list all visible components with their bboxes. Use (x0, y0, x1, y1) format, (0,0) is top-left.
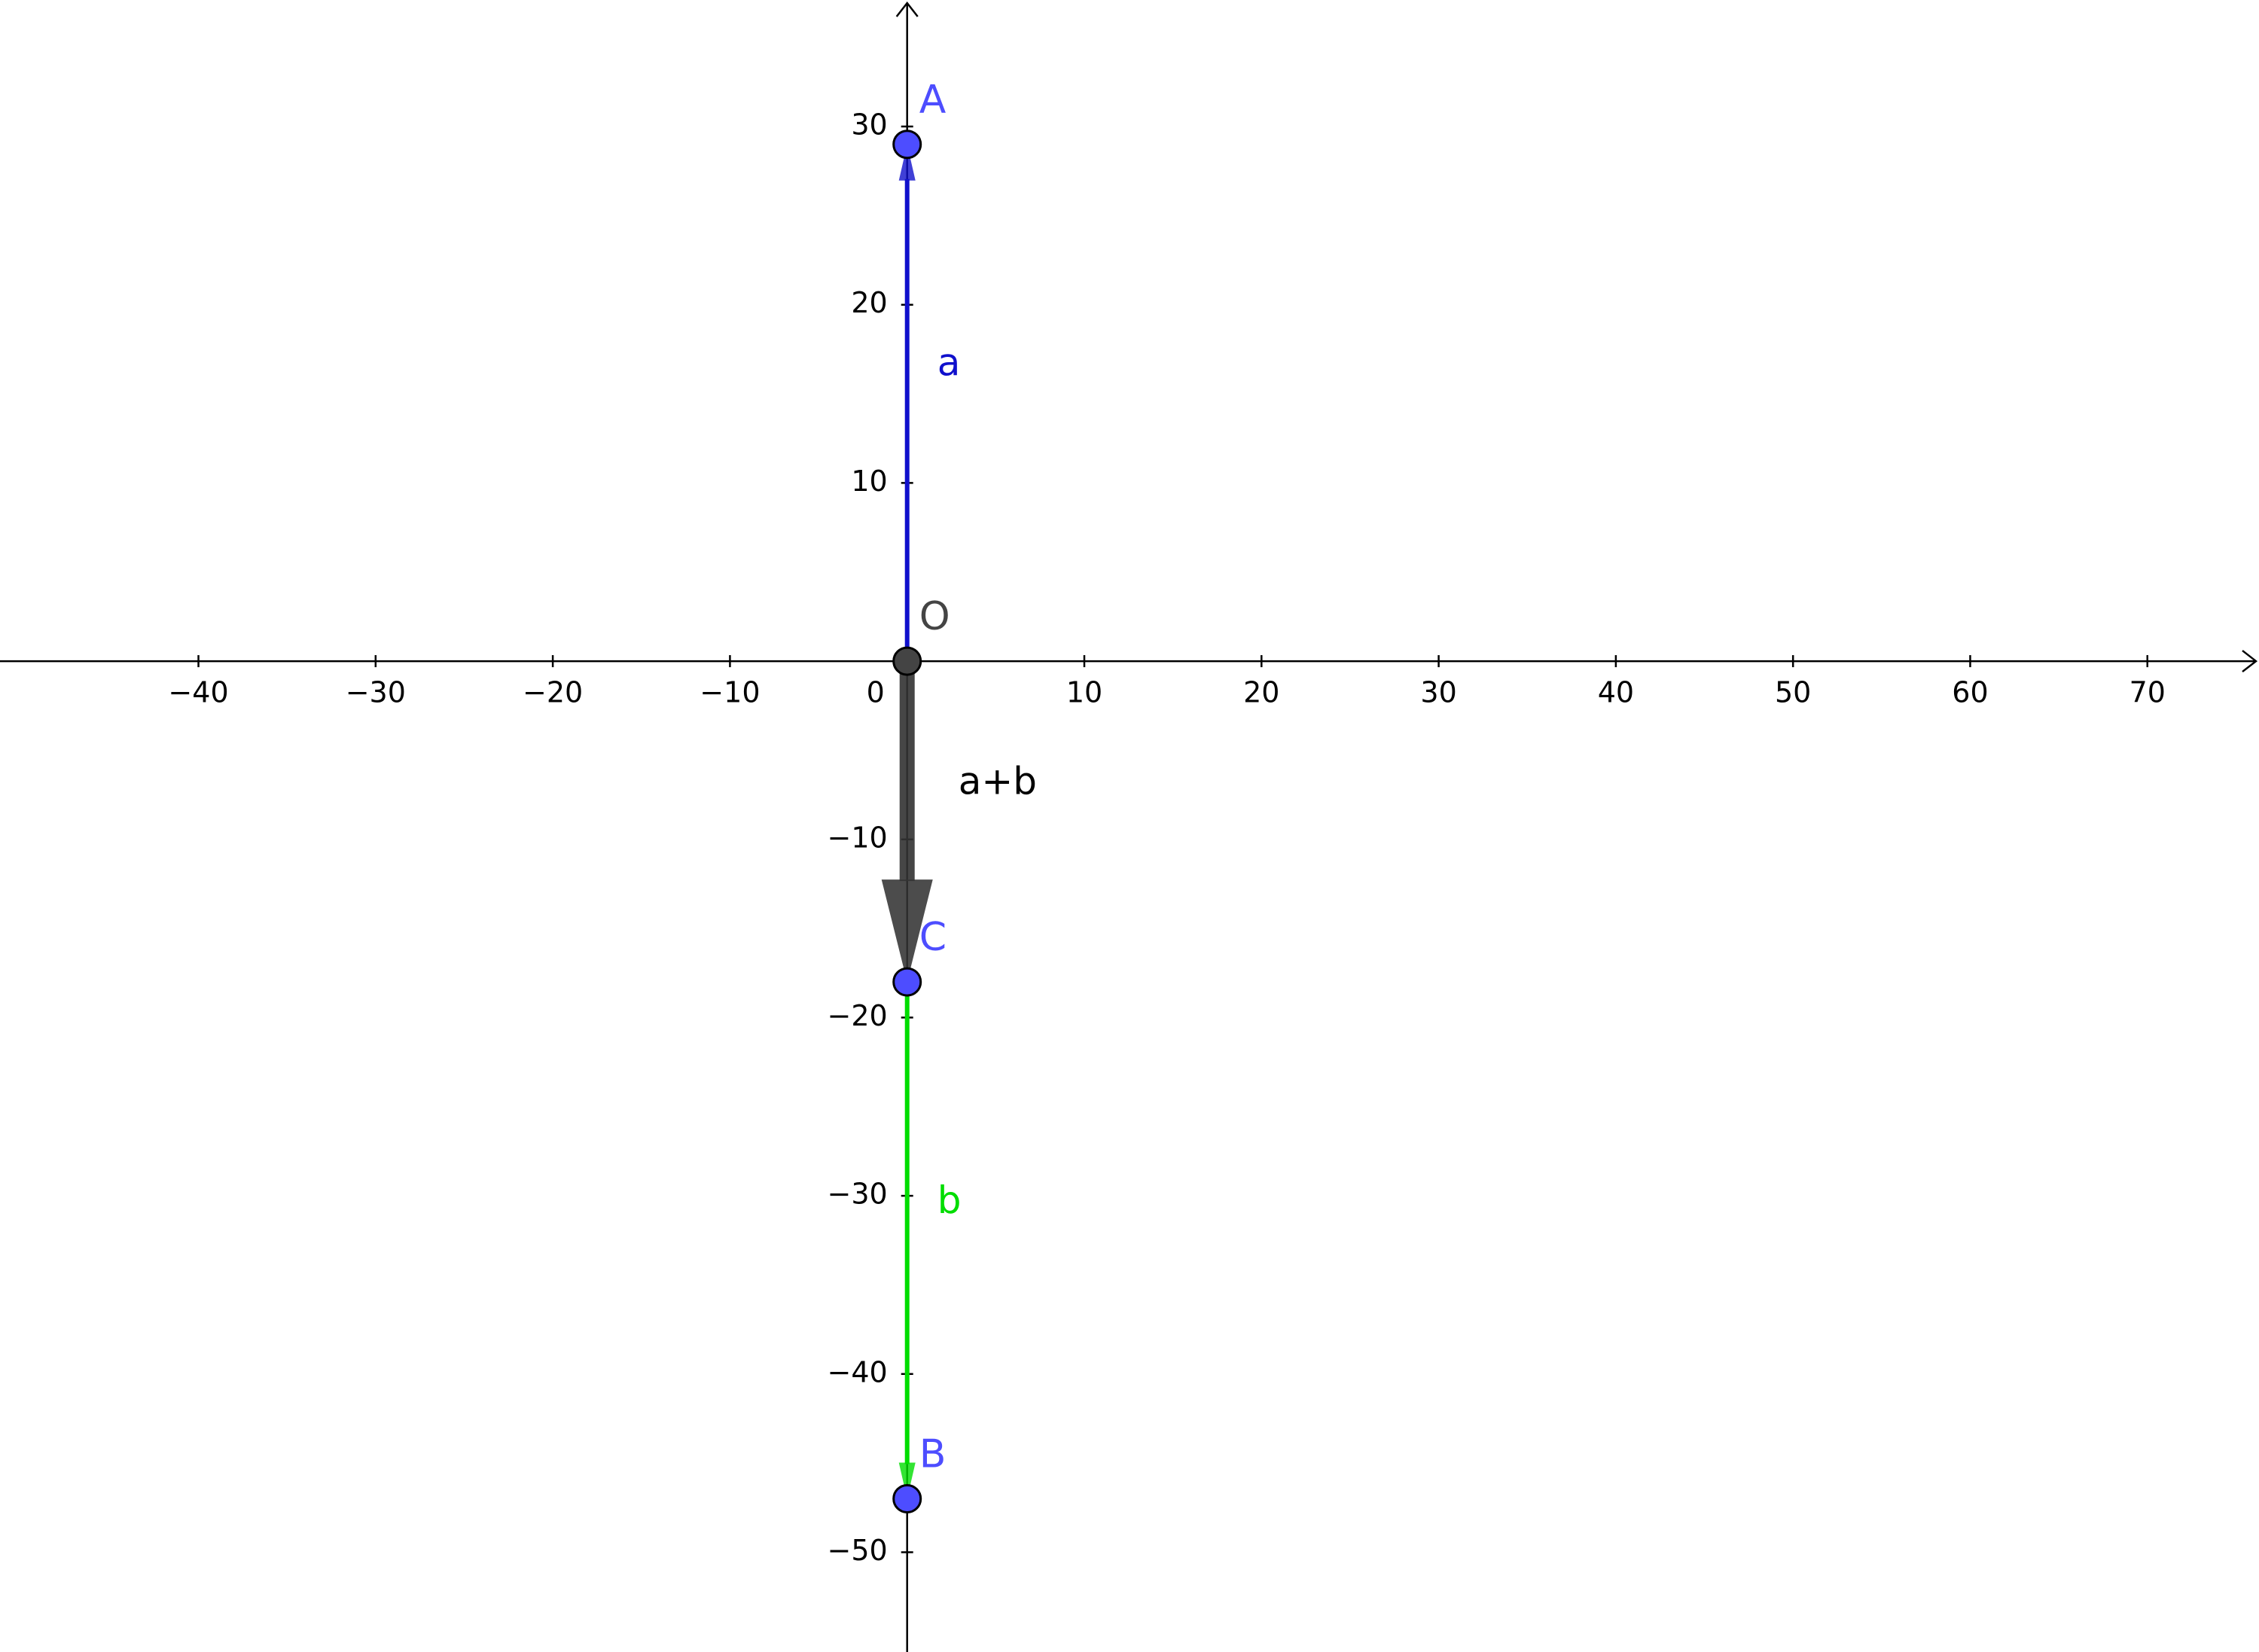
point-label: A (919, 78, 947, 123)
x-tick-label: −10 (700, 676, 760, 709)
x-axis-arrow (2242, 650, 2258, 673)
x-tick-label: 70 (2129, 676, 2166, 709)
x-tick-label: 60 (1952, 676, 1988, 709)
vector-label: b (937, 1178, 962, 1222)
x-tick-label: 50 (1775, 676, 1811, 709)
y-tick-label: 20 (851, 286, 887, 319)
point-label: O (919, 594, 950, 639)
x-tick-label: 10 (1066, 676, 1102, 709)
y-tick-label: −20 (828, 999, 888, 1032)
arrow-head (881, 879, 933, 983)
x-tick-label: −30 (346, 676, 406, 709)
point (892, 1483, 922, 1513)
y-tick-label: −30 (828, 1178, 888, 1211)
point (892, 130, 922, 160)
y-tick-label: 10 (851, 465, 887, 498)
y-axis-arrow (895, 1, 919, 17)
vector-label: a+b (959, 760, 1037, 803)
vector-label: a (937, 340, 961, 384)
x-tick-label: 0 (867, 676, 885, 709)
y-tick-label: −40 (828, 1355, 888, 1388)
x-tick-label: 40 (1598, 676, 1634, 709)
x-tick-label: 30 (1420, 676, 1456, 709)
point (892, 646, 922, 676)
x-tick-label: −20 (523, 676, 583, 709)
point-label: B (919, 1431, 947, 1477)
y-tick-label: 30 (851, 108, 887, 142)
arrow-head (898, 1462, 916, 1499)
y-tick-label: −50 (828, 1534, 888, 1567)
arrow-head (898, 144, 916, 181)
x-tick-label: −40 (168, 676, 228, 709)
y-tick-label: −10 (828, 821, 888, 854)
x-tick-label: 20 (1243, 676, 1279, 709)
point-label: C (919, 915, 947, 960)
point (892, 967, 922, 997)
